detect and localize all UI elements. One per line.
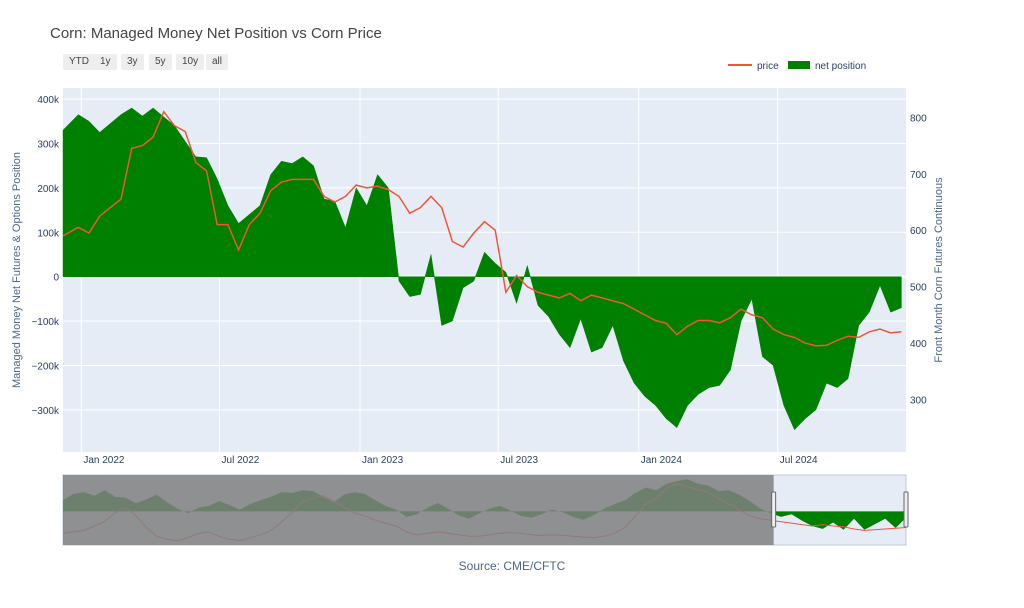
y2-tick-label: 800	[910, 113, 927, 124]
chart-title: Corn: Managed Money Net Position vs Corn…	[50, 25, 382, 42]
y2-tick-label: 400	[910, 339, 927, 350]
range-button-5y[interactable]: 5y	[149, 54, 172, 70]
y-tick-label: 300k	[37, 139, 60, 150]
range-button-all[interactable]: all	[206, 54, 229, 70]
y2-tick-label: 600	[910, 226, 927, 237]
range-button-3y[interactable]: 3y	[121, 54, 144, 70]
range-slider-handle-left[interactable]	[771, 491, 777, 528]
y-axis-title: Managed Money Net Futures & Options Posi…	[11, 152, 23, 388]
y-tick-label: 100k	[37, 228, 60, 239]
x-tick-label: Jul 2024	[780, 455, 818, 466]
x-tick-label: Jan 2022	[83, 455, 125, 466]
range-slider-mask	[63, 475, 774, 545]
range-button-1y[interactable]: 1y	[94, 54, 117, 70]
legend-net-swatch	[788, 61, 810, 69]
x-tick-label: Jul 2022	[222, 455, 260, 466]
range-button-10y[interactable]: 10y	[176, 54, 205, 70]
y-tick-label: −100k	[31, 317, 60, 328]
legend-net-label: net position	[815, 61, 866, 72]
range-slider-handle-right[interactable]	[903, 491, 909, 528]
y2-axis-title: Front Month Corn Futures Continuous	[933, 177, 945, 363]
x-tick-label: Jul 2023	[500, 455, 538, 466]
range-button-ytd[interactable]: YTD	[63, 54, 95, 70]
legend-price-label: price	[757, 61, 779, 72]
source-note: Source: CME/CFTC	[458, 559, 566, 573]
y-tick-label: 0	[53, 273, 59, 284]
x-tick-label: Jan 2023	[362, 455, 404, 466]
y2-tick-label: 700	[910, 170, 927, 181]
y2-tick-label: 500	[910, 283, 927, 294]
y-tick-label: −300k	[31, 406, 60, 417]
y-tick-label: −200k	[31, 361, 60, 372]
y-tick-label: 200k	[37, 184, 60, 195]
price-line	[62, 110, 902, 347]
x-tick-label: Jan 2024	[641, 455, 683, 466]
y-tick-label: 400k	[37, 95, 60, 106]
y2-tick-label: 300	[910, 396, 927, 407]
